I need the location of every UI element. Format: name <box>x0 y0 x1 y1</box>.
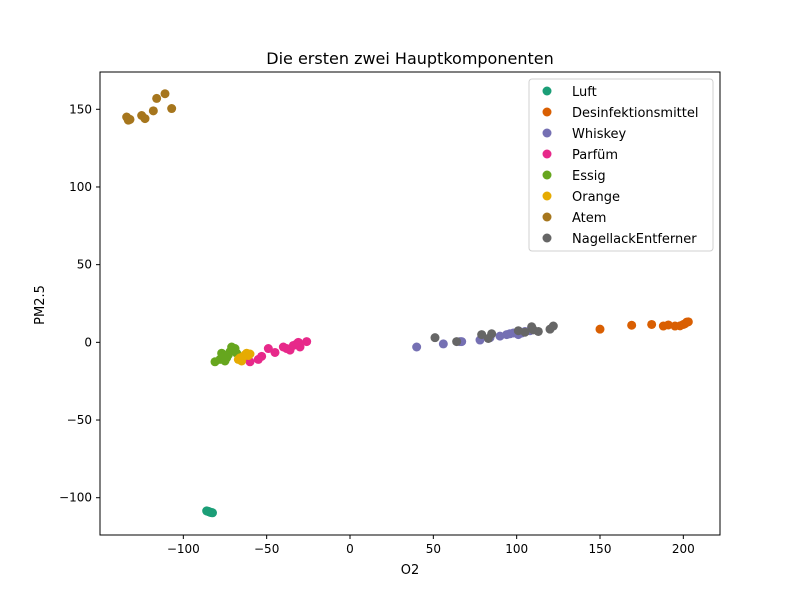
y-tick-label: 0 <box>84 335 92 349</box>
legend: Luft Desinfektionsmittel Whiskey Parfüm Essi… <box>528 78 714 252</box>
data-point <box>528 325 538 335</box>
data-point <box>160 89 170 99</box>
legend-label: Atem <box>572 211 606 226</box>
plot-frame <box>99 71 721 536</box>
x-tick-label: 150 <box>589 542 612 556</box>
legend-label: Luft <box>572 85 597 100</box>
legend-marker <box>542 191 552 201</box>
legend-label: NagellackEntferner <box>572 232 697 247</box>
y-tick-label: −100 <box>59 491 92 505</box>
legend-marker <box>542 107 552 117</box>
x-tick-label: 200 <box>672 542 695 556</box>
legend-label: Essig <box>572 169 606 184</box>
data-point <box>293 337 303 347</box>
data-point <box>438 339 448 349</box>
y-tick-label: 150 <box>69 102 92 116</box>
data-point <box>477 330 487 340</box>
data-point <box>627 320 637 330</box>
data-point <box>148 106 158 116</box>
x-tick-label: 0 <box>346 542 354 556</box>
data-point <box>257 351 267 361</box>
legend-marker <box>542 212 552 222</box>
legend-marker <box>542 170 552 180</box>
data-point <box>263 344 273 354</box>
x-axis-label: O2 <box>401 563 420 578</box>
data-point <box>152 93 162 103</box>
data-point <box>520 327 530 337</box>
data-point <box>412 342 422 352</box>
data-point <box>548 321 558 331</box>
data-point <box>683 317 693 327</box>
legend-label: Whiskey <box>572 127 627 142</box>
data-point <box>430 333 440 343</box>
y-axis-label: PM2.5 <box>33 285 48 325</box>
data-point <box>270 347 280 357</box>
y-tick-label: 100 <box>69 180 92 194</box>
data-point <box>140 114 150 124</box>
legend-marker <box>542 86 552 96</box>
legend-label: Parfüm <box>572 148 618 163</box>
data-point <box>245 349 255 359</box>
y-tick-label: −50 <box>67 413 92 427</box>
legend-box <box>528 78 714 252</box>
legend-label: Desinfektionsmittel <box>572 106 699 121</box>
data-point <box>487 329 497 339</box>
legend-marker <box>542 149 552 159</box>
legend-label: Orange <box>572 190 620 205</box>
x-tick-label: −100 <box>167 542 200 556</box>
data-point <box>125 114 135 124</box>
legend-marker <box>542 128 552 138</box>
y-tick-label: 50 <box>77 258 92 272</box>
legend-marker <box>542 233 552 243</box>
x-tick-label: −50 <box>254 542 279 556</box>
data-point <box>647 319 657 329</box>
data-point <box>203 506 212 516</box>
data-point <box>302 337 312 347</box>
data-point <box>663 320 673 330</box>
data-point <box>595 324 605 334</box>
data-point <box>167 104 177 114</box>
chart-title: Die ersten zwei Hauptkomponenten <box>266 49 553 68</box>
data-point <box>452 337 462 347</box>
x-tick-label: 100 <box>505 542 528 556</box>
x-tick-label: 50 <box>426 542 441 556</box>
